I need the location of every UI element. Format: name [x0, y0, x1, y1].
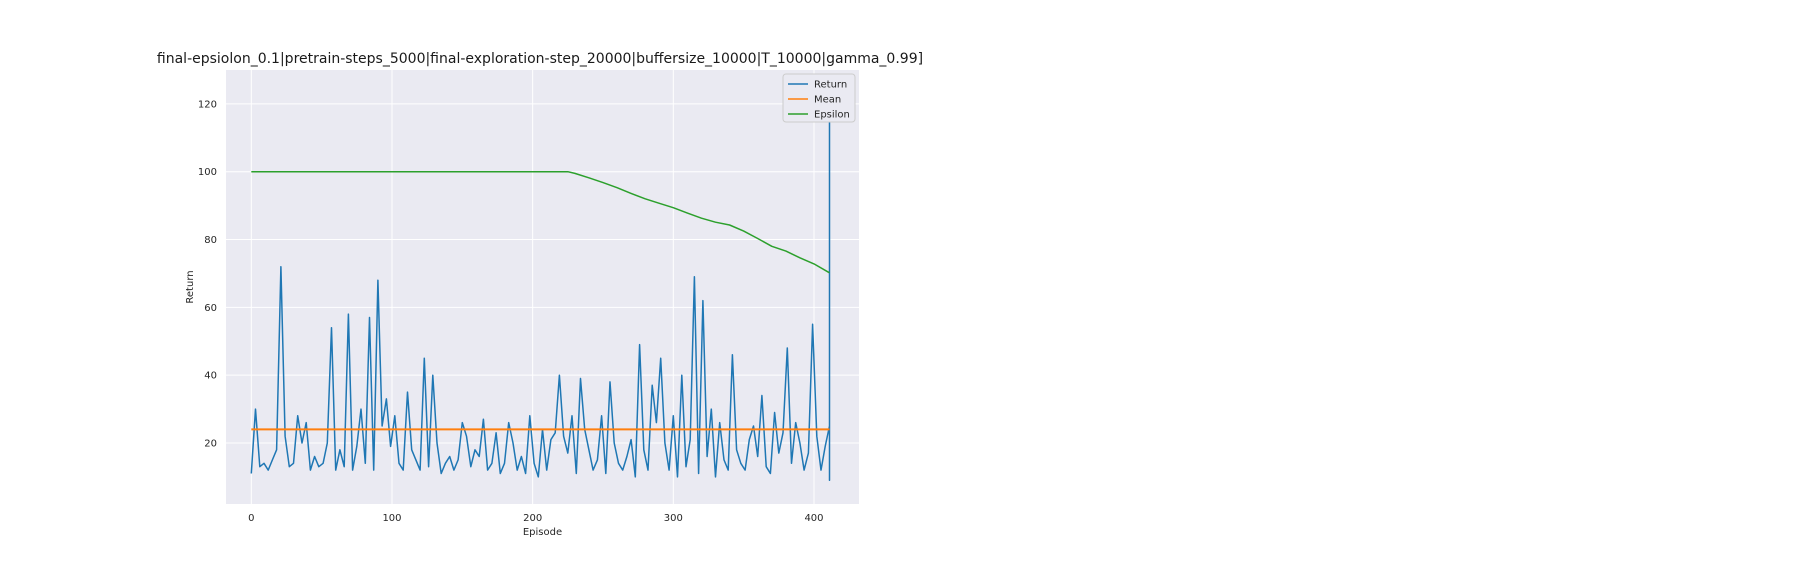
x-tick-label: 0	[248, 513, 254, 524]
x-tick-label: 300	[664, 513, 683, 524]
series-line-return	[250, 89, 831, 482]
x-tick-label: 400	[804, 513, 823, 524]
series-lines	[250, 89, 831, 482]
y-axis-label: Return	[185, 270, 196, 303]
legend-label-return: Return	[814, 80, 847, 91]
y-tick-label: 40	[204, 371, 217, 382]
y-tick-label: 60	[204, 303, 217, 314]
x-tick-label: 200	[523, 513, 542, 524]
y-tick-label: 20	[204, 438, 217, 449]
legend: Return Mean Epsilon	[782, 73, 856, 123]
y-tick-label: 120	[198, 99, 217, 110]
axis-ticks: 0 100 200 300 400 20 40 60 80 100 120	[198, 99, 824, 524]
x-tick-label: 100	[382, 513, 401, 524]
y-tick-label: 80	[204, 235, 217, 246]
legend-box	[782, 73, 856, 123]
legend-label-mean: Mean	[814, 95, 841, 106]
y-tick-label: 100	[198, 167, 217, 178]
x-axis-label: Episode	[523, 527, 562, 538]
legend-label-epsilon: Epsilon	[814, 110, 850, 121]
series-line-epsilon	[251, 170, 830, 274]
chart-title: final-epsiolon_0.1|pretrain-steps_5000|f…	[157, 51, 923, 67]
